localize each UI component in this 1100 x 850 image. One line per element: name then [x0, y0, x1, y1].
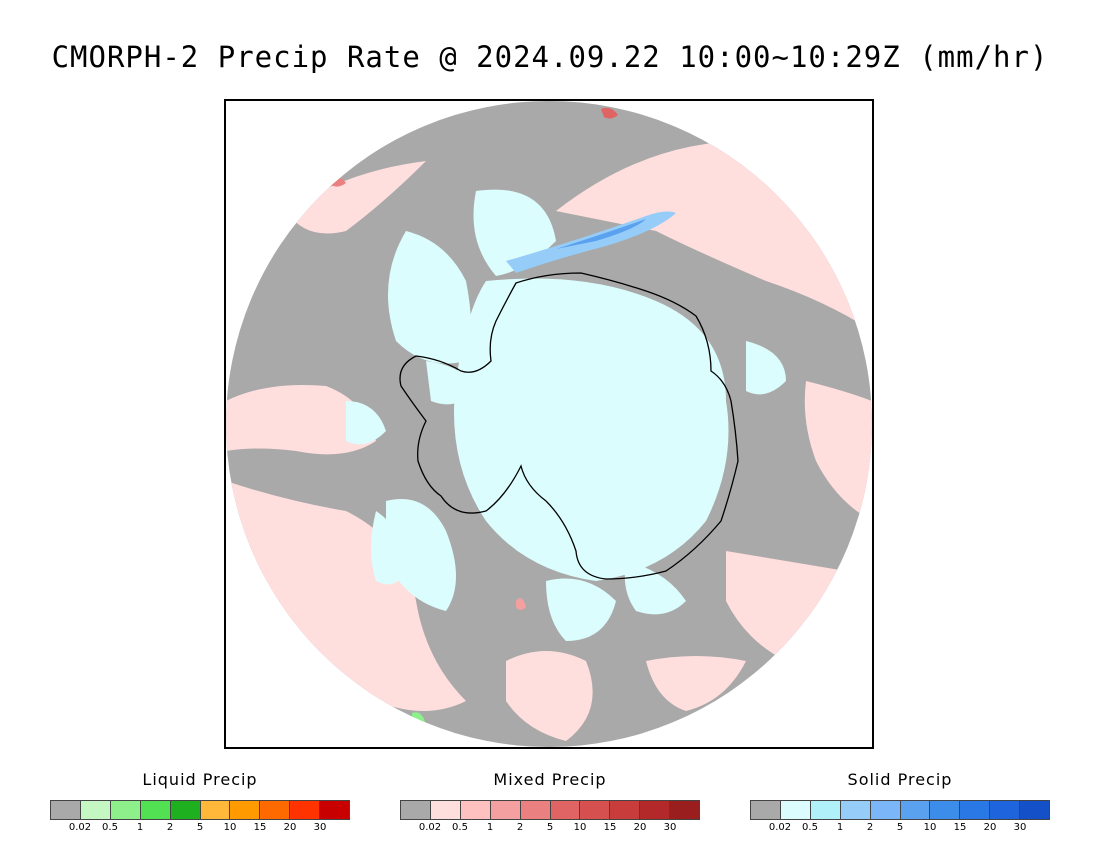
- legend-swatch: [460, 801, 491, 819]
- legend-swatch: [810, 801, 841, 819]
- legend-swatch: [401, 801, 431, 819]
- legend-tick-label: 5: [546, 822, 554, 833]
- legend-title: Solid Precip: [847, 770, 953, 789]
- solid-precip-band: [506, 211, 676, 273]
- legend-swatches: [400, 800, 700, 820]
- legend-tick-label: 0.02: [68, 822, 92, 833]
- legend-swatch: [230, 801, 261, 819]
- legend-tick-label: 1: [836, 822, 844, 833]
- legend-swatch: [430, 801, 461, 819]
- legend-mixed: Mixed Precip 0.02 0.5 1 2 5 10 15 20 30: [400, 770, 700, 836]
- map-title: CMORPH-2 Precip Rate @ 2024.09.22 10:00~…: [51, 40, 1049, 74]
- legend-title: Mixed Precip: [493, 770, 607, 789]
- legend-tick-label: 15: [253, 822, 267, 833]
- legend-swatch: [840, 801, 871, 819]
- legend-tick-label: 5: [896, 822, 904, 833]
- legend-swatches: [750, 800, 1050, 820]
- legend-swatch: [290, 801, 321, 819]
- legend-tick-label: 0.02: [418, 822, 442, 833]
- solid-precip-areas: [346, 189, 786, 641]
- legend-tick-label: 0.02: [768, 822, 792, 833]
- legend-tick-label: 2: [516, 822, 524, 833]
- legend-ticks: 0.02 0.5 1 2 5 10 15 20 30: [750, 822, 1050, 836]
- legend-swatch: [640, 801, 671, 819]
- legend-swatch: [1020, 801, 1050, 819]
- legend-swatch: [990, 801, 1021, 819]
- legend-swatch: [930, 801, 961, 819]
- legend-tick-label: 1: [486, 822, 494, 833]
- legend-tick-label: 10: [223, 822, 237, 833]
- legend-ticks: 0.02 0.5 1 2 5 10 15 20 30: [400, 822, 700, 836]
- legend-tick-label: 2: [866, 822, 874, 833]
- legend-tick-label: 15: [603, 822, 617, 833]
- legend-tick-label: 10: [923, 822, 937, 833]
- legend-tick-label: 20: [633, 822, 647, 833]
- precip-field: [226, 101, 872, 747]
- legend-tick-label: 0.5: [802, 822, 818, 833]
- legend-tick-label: 5: [196, 822, 204, 833]
- legend-swatch: [80, 801, 111, 819]
- legend-swatch: [670, 801, 700, 819]
- polar-precip-map: [226, 101, 872, 747]
- legend-tick-label: 20: [983, 822, 997, 833]
- legend-swatch: [610, 801, 641, 819]
- legend-swatches: [50, 800, 350, 820]
- legend-tick-label: 15: [953, 822, 967, 833]
- legend-swatch: [140, 801, 171, 819]
- legend-liquid: Liquid Precip 0.02 0.5 1 2 5 10 15 20 30: [50, 770, 350, 836]
- polar-map-frame: [224, 99, 874, 749]
- legend-title: Liquid Precip: [142, 770, 258, 789]
- legend-tick-label: 20: [283, 822, 297, 833]
- legend-swatch: [520, 801, 551, 819]
- legend-tick-label: 2: [166, 822, 174, 833]
- legend-swatch: [780, 801, 811, 819]
- legend-swatch: [580, 801, 611, 819]
- legend-swatch: [550, 801, 581, 819]
- legend-swatch: [170, 801, 201, 819]
- legend-tick-label: 0.5: [102, 822, 118, 833]
- legend-swatch: [260, 801, 291, 819]
- legend-tick-label: 30: [313, 822, 327, 833]
- legend-swatch: [320, 801, 350, 819]
- legend-swatch: [900, 801, 931, 819]
- legend-tick-label: 0.5: [452, 822, 468, 833]
- legend-swatch: [51, 801, 81, 819]
- legend-ticks: 0.02 0.5 1 2 5 10 15 20 30: [50, 822, 350, 836]
- legend-swatch: [200, 801, 231, 819]
- legend-solid: Solid Precip 0.02 0.5 1 2 5 10 15 20 30: [750, 770, 1050, 836]
- legend-swatch: [960, 801, 991, 819]
- legend-tick-label: 30: [1013, 822, 1027, 833]
- legend-swatch: [751, 801, 781, 819]
- legend-tick-label: 30: [663, 822, 677, 833]
- legend-tick-label: 1: [136, 822, 144, 833]
- legend-swatch: [490, 801, 521, 819]
- legend-swatch: [110, 801, 141, 819]
- legend-tick-label: 10: [573, 822, 587, 833]
- legend-swatch: [870, 801, 901, 819]
- antarctica-coastline: [399, 272, 739, 580]
